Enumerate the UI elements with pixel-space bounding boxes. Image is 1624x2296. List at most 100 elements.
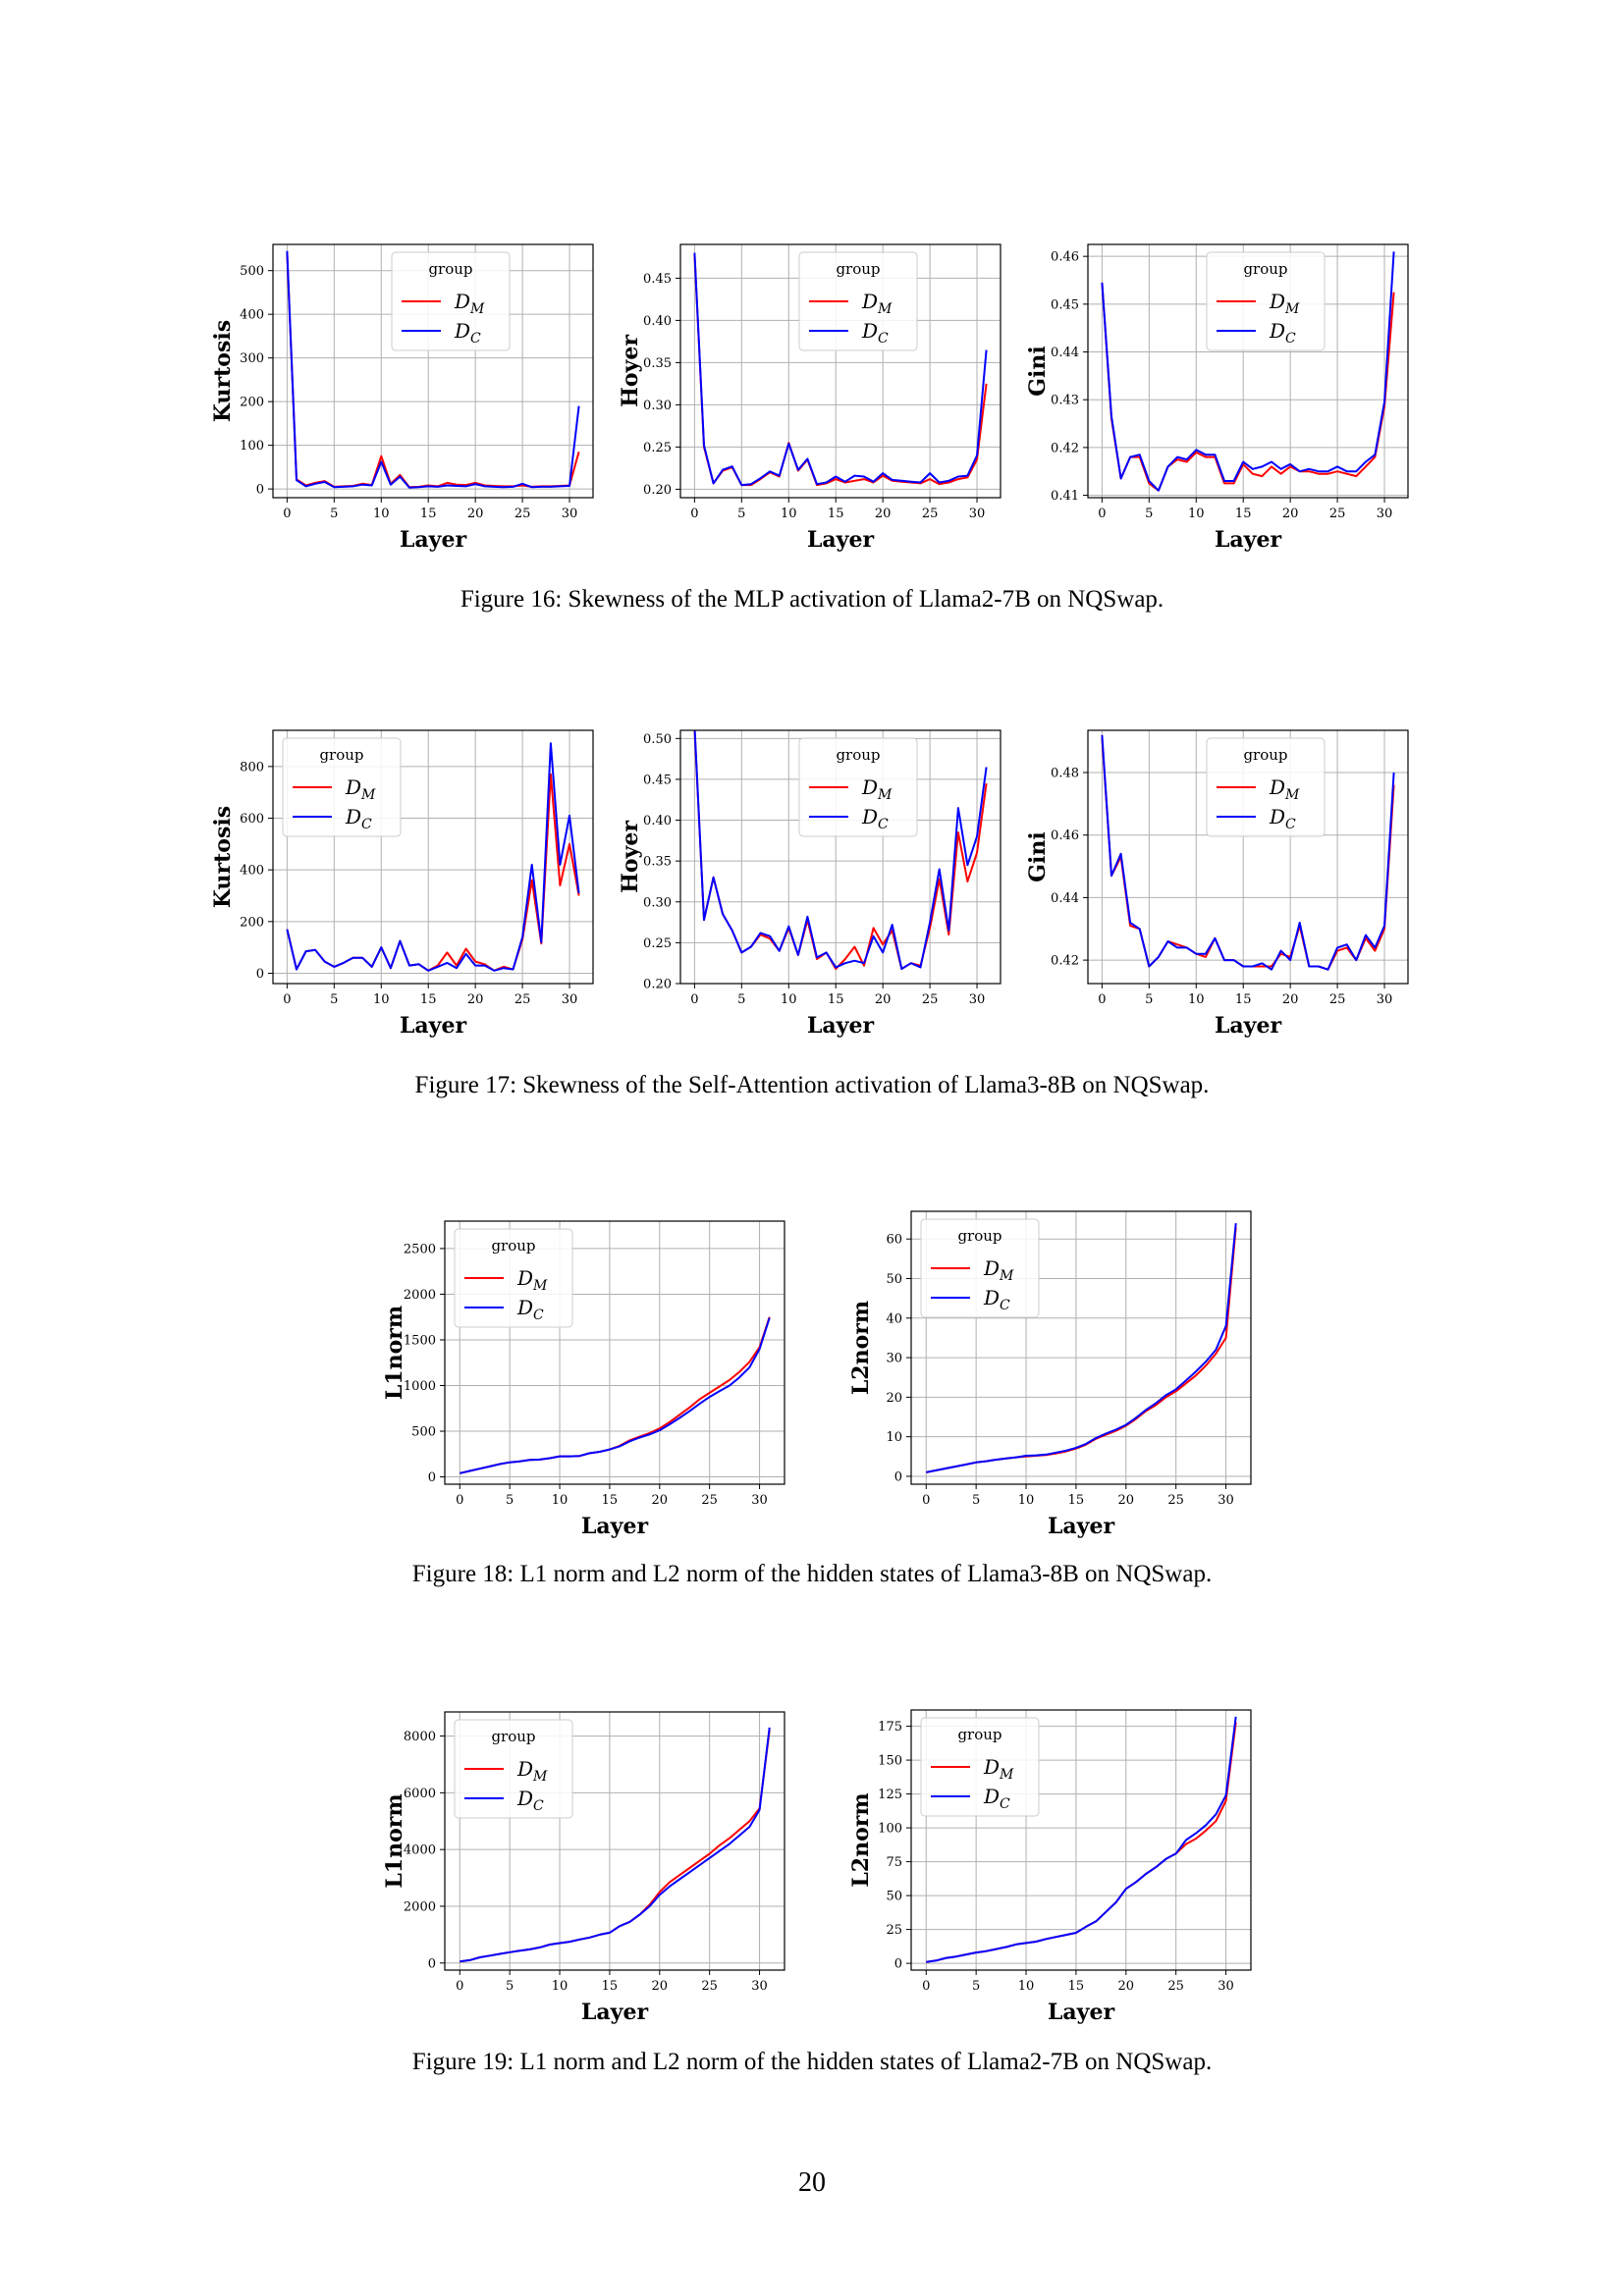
x-tick-label: 20 bbox=[1118, 1493, 1135, 1508]
chart-f17-gini: 0 5 10 15 20 25 30 0.42 0.44 0.46 0.48 Layer Gini gro… bbox=[1025, 729, 1409, 1039]
y-tick-label: 0.50 bbox=[643, 732, 672, 747]
x-tick-label: 25 bbox=[514, 992, 531, 1007]
y-tick-label: 0.30 bbox=[643, 895, 672, 910]
x-tick-label: 0 bbox=[922, 1493, 930, 1508]
plot-frame bbox=[272, 243, 594, 499]
x-tick-label: 20 bbox=[1118, 1979, 1135, 1994]
legend-title: group bbox=[319, 746, 363, 764]
plot-frame bbox=[444, 1711, 785, 1971]
x-tick-label: 10 bbox=[781, 992, 797, 1007]
y-tick-label: 4000 bbox=[404, 1843, 436, 1858]
y-tick-label: 0.35 bbox=[643, 356, 672, 371]
y-tick-label: 40 bbox=[886, 1311, 902, 1326]
legend-entry: DM bbox=[345, 775, 376, 803]
y-tick-label: 0.35 bbox=[643, 855, 672, 870]
x-tick-label: 25 bbox=[922, 992, 939, 1007]
x-tick-label: 5 bbox=[737, 507, 745, 521]
y-tick-label: 0 bbox=[894, 1469, 902, 1484]
legend-box bbox=[391, 251, 511, 351]
plot-frame bbox=[272, 729, 594, 985]
x-tick-label: 15 bbox=[1235, 992, 1252, 1007]
y-tick-label: 400 bbox=[240, 308, 264, 323]
legend-title: group bbox=[836, 260, 880, 278]
x-tick-label: 25 bbox=[701, 1979, 718, 1994]
legend-entry: DM bbox=[516, 1757, 548, 1785]
x-tick-label: 0 bbox=[283, 992, 291, 1007]
legend-entry: DM bbox=[516, 1266, 548, 1294]
y-tick-label: 60 bbox=[886, 1233, 902, 1248]
x-tick-label: 25 bbox=[701, 1493, 718, 1508]
y-tick-label: 50 bbox=[886, 1890, 902, 1904]
y-tick-label: 0 bbox=[428, 1956, 436, 1971]
x-axis-label: Layer bbox=[581, 2000, 649, 2025]
figure-19-caption: Figure 19: L1 norm and L2 norm of the hi… bbox=[411, 2049, 1213, 2075]
y-tick-label: 20 bbox=[886, 1391, 902, 1406]
x-tick-label: 0 bbox=[690, 992, 698, 1007]
y-axis-label: L2norm bbox=[848, 1301, 874, 1395]
x-tick-label: 30 bbox=[562, 507, 578, 521]
series-line-dc bbox=[693, 252, 988, 487]
y-tick-label: 6000 bbox=[404, 1787, 436, 1801]
x-axis-label: Layer bbox=[807, 1013, 875, 1039]
y-axis-label: L2norm bbox=[848, 1792, 874, 1887]
x-tick-label: 0 bbox=[283, 507, 291, 521]
chart-f16-kurtosis: 0 5 10 15 20 25 300100200300400500LayerKurtosi… bbox=[210, 243, 594, 553]
y-tick-label: 0.40 bbox=[643, 814, 672, 828]
y-axis-label: L1norm bbox=[382, 1793, 407, 1888]
y-tick-label: 0.46 bbox=[1051, 828, 1079, 843]
x-tick-label: 0 bbox=[690, 507, 698, 521]
legend-entry: DC bbox=[516, 1296, 544, 1323]
plot-frame bbox=[679, 243, 1001, 499]
x-tick-label: 20 bbox=[1282, 992, 1299, 1007]
x-tick-label: 30 bbox=[1377, 507, 1393, 521]
y-tick-label: 100 bbox=[240, 439, 264, 454]
x-tick-label: 0 bbox=[922, 1979, 930, 1994]
y-tick-label: 2500 bbox=[404, 1242, 436, 1256]
y-tick-label: 200 bbox=[240, 396, 264, 410]
legend-entry: DC bbox=[983, 1785, 1010, 1812]
x-axis-label: Layer bbox=[807, 527, 875, 553]
x-tick-label: 10 bbox=[373, 992, 390, 1007]
legend-box bbox=[798, 737, 918, 837]
plot-frame bbox=[679, 729, 1001, 985]
x-tick-label: 5 bbox=[330, 992, 338, 1007]
series-line-dm bbox=[1101, 282, 1395, 492]
y-tick-label: 200 bbox=[240, 915, 264, 930]
legend-box bbox=[454, 1228, 573, 1328]
series-line-dm bbox=[460, 1316, 771, 1474]
y-tick-label: 2000 bbox=[404, 1288, 436, 1303]
legend-title: group bbox=[1243, 260, 1287, 278]
plot-frame bbox=[1087, 729, 1409, 985]
y-axis-label: Hoyer bbox=[618, 335, 643, 407]
y-tick-label: 30 bbox=[886, 1352, 902, 1366]
y-tick-label: 1500 bbox=[404, 1333, 436, 1348]
x-tick-label: 15 bbox=[602, 1979, 619, 1994]
plot-frame bbox=[1087, 243, 1409, 499]
x-axis-label: Layer bbox=[400, 527, 467, 553]
legend-title: group bbox=[957, 1726, 1001, 1743]
y-tick-label: 0.44 bbox=[1051, 891, 1079, 906]
plot-frame bbox=[444, 1220, 785, 1485]
plot-frame bbox=[910, 1210, 1252, 1485]
y-tick-label: 0.40 bbox=[643, 314, 672, 329]
figure-18-caption: Figure 18: L1 norm and L2 norm of the hi… bbox=[411, 1561, 1213, 1587]
y-tick-label: 1000 bbox=[404, 1379, 436, 1394]
x-tick-label: 20 bbox=[875, 507, 892, 521]
y-axis-label: Hoyer bbox=[618, 821, 643, 893]
x-tick-label: 30 bbox=[562, 992, 578, 1007]
chart-f19-l2norm: 0 5 10 15 20 25 30 0 25 50 75 100 125 150 175 Layer L2no… bbox=[848, 1709, 1252, 2025]
legend-box bbox=[454, 1719, 573, 1819]
series-line-dc bbox=[1101, 734, 1395, 971]
y-tick-label: 0 bbox=[428, 1470, 436, 1485]
legend-title: group bbox=[428, 260, 472, 278]
figure-16-caption: Figure 16: Skewness of the MLP activatio… bbox=[460, 586, 1164, 613]
legend-entry: DC bbox=[1269, 805, 1296, 832]
legend-entry: DM bbox=[1269, 290, 1300, 317]
legend-title: group bbox=[491, 1728, 535, 1745]
x-axis-label: Layer bbox=[1048, 1514, 1115, 1539]
